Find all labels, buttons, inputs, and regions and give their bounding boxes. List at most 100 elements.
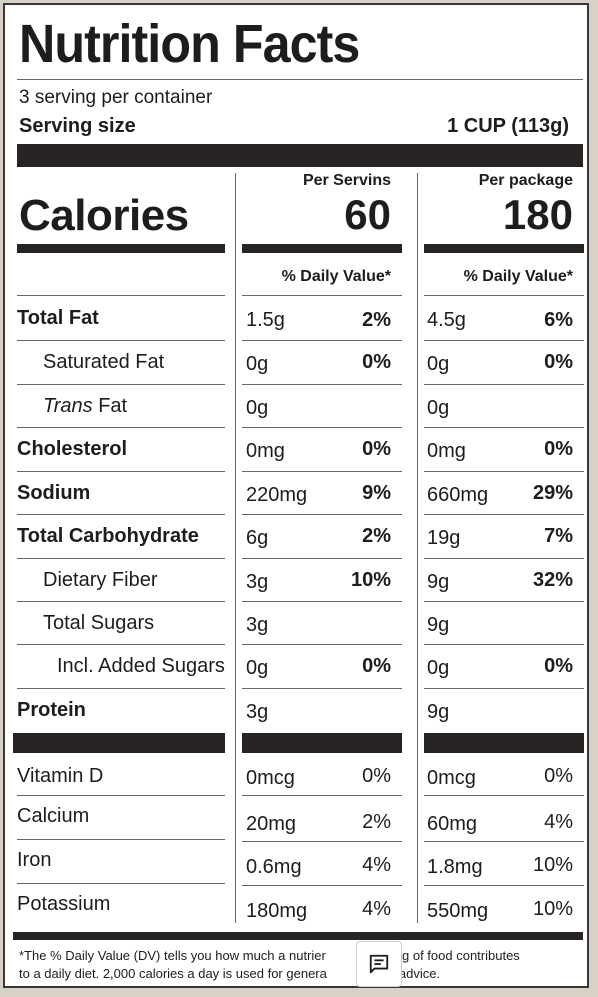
row-rule [242, 841, 402, 842]
carbohydrate-package-dv: 7% [544, 525, 573, 547]
footnote-line-2-left: to a daily diet. 2,000 calories a day is… [19, 966, 327, 981]
vitamin-d-package-amount: 0mcg [427, 767, 476, 789]
thick-divider-vitamins [242, 733, 402, 753]
vitamin-d-serving-dv: 0% [362, 765, 391, 787]
potassium-package-dv: 10% [532, 898, 573, 920]
row-rule [424, 340, 584, 341]
row-rule [424, 384, 584, 385]
row-rule [424, 841, 584, 842]
chat-button[interactable] [356, 941, 402, 987]
added-sugars-serving-dv: 0% [362, 655, 391, 677]
per-serving-dv-header: % Daily Value* [281, 268, 391, 285]
nutrient-label-protein: Protein [17, 699, 86, 721]
thick-divider-vitamins [13, 733, 225, 753]
nutrient-label-total-fat: Total Fat [17, 307, 99, 329]
total-fat-package-amount: 4.5g [427, 309, 466, 331]
nutrient-label-dietary-fiber: Dietary Fiber [43, 569, 158, 591]
row-rule [424, 885, 584, 886]
calories-divider-package [424, 244, 584, 253]
protein-package-amount: 9g [427, 701, 450, 723]
calcium-package-amount: 60mg [427, 813, 478, 835]
calcium-serving-amount: 20mg [246, 813, 297, 835]
servings-per-container: 3 serving per container [19, 87, 213, 108]
iron-serving-amount: 0.6mg [246, 856, 302, 878]
calcium-package-dv: 4% [544, 811, 573, 833]
per-package-calories: 180 [502, 191, 573, 238]
row-rule [424, 601, 584, 602]
fiber-serving-dv: 10% [350, 569, 391, 591]
sodium-package-dv: 29% [532, 482, 573, 504]
row-rule [424, 295, 584, 296]
potassium-serving-amount: 180mg [246, 900, 308, 922]
row-rule [242, 340, 402, 341]
iron-serving-dv: 4% [362, 854, 391, 876]
nutrient-label-saturated-fat: Saturated Fat [43, 351, 165, 373]
sugars-serving-amount: 3g [246, 614, 269, 636]
row-rule [17, 688, 225, 689]
carbohydrate-serving-amount: 6g [246, 527, 269, 549]
calories-divider-label [17, 244, 225, 253]
row-rule [424, 795, 584, 796]
footnote-line-1-left: *The % Daily Value (DV) tells you how mu… [19, 948, 326, 963]
protein-serving-amount: 3g [246, 701, 269, 723]
row-rule [242, 471, 402, 472]
thick-divider [17, 144, 583, 167]
calories-divider-serving [242, 244, 402, 253]
vitamin-label-iron: Iron [17, 849, 52, 871]
label-title: Nutrition Facts [19, 14, 360, 74]
row-rule [242, 558, 402, 559]
fiber-package-amount: 9g [427, 571, 450, 593]
cholesterol-package-amount: 0mg [427, 440, 466, 462]
row-rule [17, 471, 225, 472]
row-rule [17, 384, 225, 385]
iron-package-amount: 1.8mg [427, 856, 483, 878]
fiber-package-dv: 32% [532, 569, 573, 591]
cholesterol-serving-amount: 0mg [246, 440, 285, 462]
row-rule [17, 340, 225, 341]
row-rule [242, 514, 402, 515]
footnote-line-1: *The % Daily Value (DV) tells you how mu… [19, 947, 520, 964]
saturated-fat-package-amount: 0g [427, 353, 450, 375]
calcium-serving-dv: 2% [362, 811, 391, 833]
potassium-serving-dv: 4% [362, 898, 391, 920]
row-rule [242, 688, 402, 689]
sodium-serving-amount: 220mg [246, 484, 308, 506]
row-rule [17, 295, 225, 296]
potassium-package-amount: 550mg [427, 900, 489, 922]
trans-fat-package-amount: 0g [427, 397, 450, 419]
sugars-package-amount: 9g [427, 614, 450, 636]
sodium-package-amount: 660mg [427, 484, 489, 506]
footnote-divider [13, 932, 583, 940]
row-rule [17, 601, 225, 602]
row-rule [17, 427, 225, 428]
row-rule [424, 471, 584, 472]
fiber-serving-amount: 3g [246, 571, 269, 593]
column-divider-left [235, 173, 236, 923]
vitamin-d-serving-amount: 0mcg [246, 767, 295, 789]
saturated-fat-package-dv: 0% [544, 351, 573, 373]
trans-italic: Trans [43, 395, 93, 417]
carbohydrate-serving-dv: 2% [362, 525, 391, 547]
row-rule [424, 644, 584, 645]
vitamin-label-potassium: Potassium [17, 893, 111, 915]
serving-size-label: Serving size [19, 115, 136, 137]
row-rule [17, 839, 225, 840]
added-sugars-package-amount: 0g [427, 657, 450, 679]
row-rule [17, 558, 225, 559]
serving-size-value: 1 CUP (113g) [447, 115, 569, 137]
row-rule [242, 644, 402, 645]
row-rule [242, 295, 402, 296]
trans-fat-serving-amount: 0g [246, 397, 269, 419]
nutrient-label-trans-fat: Trans Fat [43, 395, 127, 418]
row-rule [242, 427, 402, 428]
total-fat-serving-dv: 2% [362, 309, 391, 331]
calories-label: Calories [19, 191, 189, 240]
per-serving-header: Per Servins [302, 172, 391, 189]
iron-package-dv: 10% [532, 854, 573, 876]
row-rule [424, 558, 584, 559]
nutrient-label-cholesterol: Cholesterol [17, 438, 128, 460]
carbohydrate-package-amount: 19g [427, 527, 461, 549]
nutrient-label-total-sugars: Total Sugars [43, 612, 155, 634]
nutrition-label: Nutrition Facts 3 serving per container … [3, 3, 589, 988]
row-rule [424, 514, 584, 515]
